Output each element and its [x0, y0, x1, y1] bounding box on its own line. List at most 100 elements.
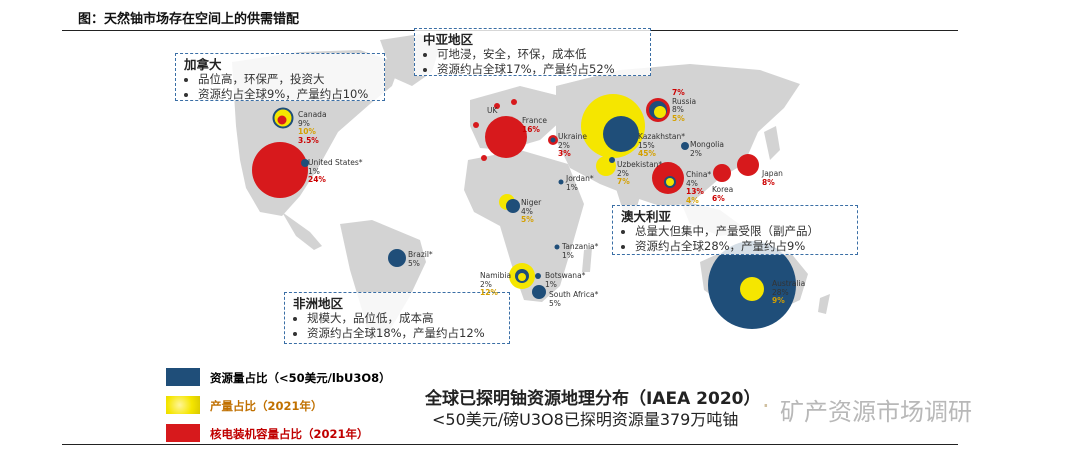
ukraine-resource-bubble: [550, 137, 556, 143]
mongolia-label: Mongolia 2%: [690, 140, 724, 158]
resource-share: 9%: [298, 118, 310, 128]
resource-share: 2%: [617, 168, 629, 178]
country-name: Botswana*: [545, 271, 586, 280]
canada-callout-item: 品位高，环保严，投资大: [198, 72, 376, 87]
resource-share: 5%: [549, 298, 561, 308]
canada-label: Canada 9% 10% 3.5%: [298, 110, 327, 145]
usa-nuclear-bubble: [252, 142, 308, 198]
japan-landmass: [764, 126, 780, 160]
production-share: 5%: [521, 215, 534, 224]
canada-resource-bubble: [272, 107, 294, 129]
australia-production-bubble: [740, 277, 764, 301]
production-share: 45%: [638, 149, 656, 158]
canada-callout-title: 加拿大: [184, 57, 222, 72]
small-nuclear-bubble-2: [473, 122, 479, 128]
nuclear-swatch: [166, 424, 200, 442]
bubbles: [252, 94, 796, 329]
resource-share: 1%: [566, 182, 578, 192]
country-name: Niger: [521, 198, 542, 207]
canada-nuclear-bubble: [277, 115, 287, 125]
india-landmass: [612, 176, 646, 214]
country-name: China*: [686, 170, 712, 179]
nuclear-share: 6%: [712, 193, 725, 203]
botswana-resource-bubble: [535, 273, 541, 279]
namibia-inner-production: [518, 273, 526, 281]
mongolia-resource-bubble: [681, 142, 689, 150]
country-name: Kazakhstan*: [638, 132, 685, 141]
japan-label: Japan 8%: [762, 169, 783, 187]
nuclear-share: 3%: [558, 149, 571, 158]
country-name: Korea: [712, 185, 734, 194]
production-share: 12%: [480, 288, 498, 297]
australia-callout-item: 资源约占全球28%，产量约占9%: [635, 239, 849, 254]
country-name: Namibia: [480, 271, 512, 280]
resource-share: 1%: [308, 166, 320, 176]
country-name: Australia: [772, 279, 806, 288]
jordan-label: Jordan* 1%: [566, 174, 594, 192]
korea-nuclear-bubble: [713, 164, 731, 182]
country-name: Brazil*: [408, 250, 433, 259]
china-production-bubble: [666, 178, 674, 186]
central-asia-callout: 中亚地区 可地浸，安全，环保，成本低 资源约占全球17%，产量约占52%: [414, 28, 651, 76]
legend-resource-label: 资源量占比（<50美元/lbU3O8）: [210, 371, 391, 385]
south-africa-resource-bubble: [532, 285, 546, 299]
japan-nuclear-bubble: [737, 154, 759, 176]
resource-share: 4%: [521, 206, 533, 216]
jordan-resource-bubble: [558, 179, 564, 185]
nuclear-share: 24%: [308, 175, 326, 184]
russia-production-bubble: [654, 106, 666, 118]
country-name: Canada: [298, 110, 327, 119]
resource-share: 5%: [408, 258, 420, 268]
uk-nuclear-bubble: [494, 103, 500, 109]
map-title: 全球已探明铀资源地理分布（IAEA 2020）: [425, 389, 761, 409]
production-share: 5%: [672, 113, 685, 123]
australia-label: Australia 28% 9%: [772, 279, 806, 306]
country-name: Japan: [762, 169, 783, 178]
production-share: 9%: [772, 296, 785, 305]
uk-label: UK: [487, 106, 498, 116]
resource-swatch: [166, 368, 200, 386]
africa-callout-title: 非洲地区: [293, 296, 344, 311]
africa-callout: 非洲地区 规模大，品位低，成本高 资源约占全球18%，产量约占12%: [284, 292, 510, 344]
australia-callout-title: 澳大利亚: [621, 209, 672, 224]
madagascar-landmass: [582, 248, 592, 272]
production-share: 10%: [298, 127, 316, 136]
nuclear-share: 3.5%: [298, 135, 319, 145]
france-nuclear-bubble: [485, 116, 527, 158]
niger-resource-bubble: [506, 199, 520, 213]
namibia-label: Namibia 2% 12%: [480, 271, 512, 298]
canada-callout-item: 资源约占全球9%，产量约占10%: [198, 87, 376, 102]
country-name: South Africa*: [549, 290, 599, 299]
tanzania-label: Tanzania* 1%: [562, 242, 598, 260]
nuclear-share: 7%: [672, 88, 685, 97]
uzbekistan-label: Uzbekistan* 2% 7%: [617, 160, 662, 187]
central-asia-callout-item: 资源约占全球17%，产量约占52%: [437, 62, 642, 77]
africa-callout-item: 资源约占全球18%，产量约占12%: [307, 326, 501, 341]
korea-label: Korea 6%: [712, 185, 734, 203]
resource-share: 2%: [480, 279, 492, 289]
central-asia-callout-item: 可地浸，安全，环保，成本低: [437, 47, 642, 62]
uzbekistan-resource-bubble: [609, 157, 615, 163]
country-name: Jordan*: [566, 174, 594, 183]
watermark: 矿产资源市场调研: [780, 398, 972, 426]
usa-resource-bubble: [301, 159, 309, 167]
country-name: UK: [487, 106, 498, 115]
africa-landmass: [464, 150, 584, 302]
kazakhstan-label: Kazakhstan* 15% 45%: [638, 132, 685, 159]
africa-callout-item: 规模大，品位低，成本高: [307, 311, 501, 326]
legend-production-label: 产量占比（2021年）: [210, 399, 323, 413]
small-nuclear-bubble-1: [511, 99, 517, 105]
canada-callout: 加拿大 品位高，环保严，投资大 资源约占全球9%，产量约占10%: [175, 53, 385, 101]
legend-nuclear-label: 核电装机容量占比（2021年）: [210, 427, 369, 441]
australia-callout-item: 总量大但集中，产量受限（副产品）: [635, 224, 849, 239]
country-name: Ukraine: [558, 132, 587, 141]
watermark-dot: ·: [762, 392, 770, 420]
production-swatch: [166, 396, 200, 414]
nuclear-share: 13%: [686, 187, 704, 196]
bottom-rule: [62, 444, 958, 445]
kazakhstan-resource-bubble: [603, 116, 639, 152]
resource-share: 4%: [686, 178, 698, 188]
nuclear-share: 16%: [522, 124, 540, 134]
central-america-landmass: [282, 212, 322, 250]
france-label: France 16%: [522, 116, 547, 134]
